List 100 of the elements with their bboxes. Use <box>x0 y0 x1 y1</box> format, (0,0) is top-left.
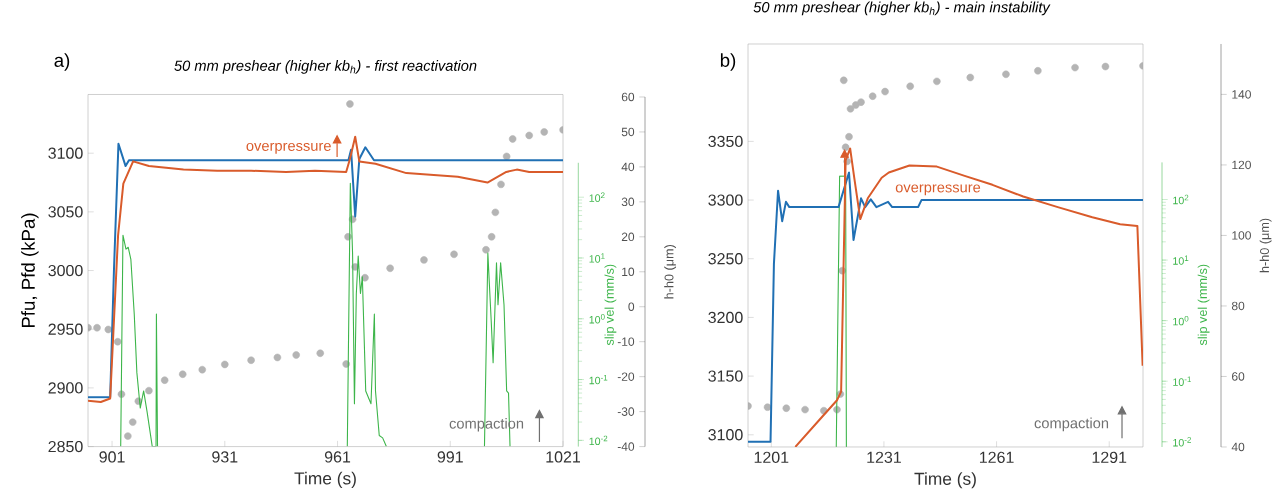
point <box>178 370 187 378</box>
point <box>316 349 324 357</box>
y3-tick-label: 40 <box>621 162 635 172</box>
y-tick-label: 3350 <box>708 135 743 148</box>
point <box>881 87 889 96</box>
point <box>502 152 511 161</box>
x-tick-label: 1231 <box>867 451 901 464</box>
x-tick-label: 1201 <box>754 451 789 464</box>
point <box>497 180 505 189</box>
y-axis-title: Pfu, Pfd (kPa) <box>21 213 39 328</box>
chart-title: 50 mm preshear (higher kb$_{h}$) - first reactivation <box>174 60 477 74</box>
annotation: overpressure <box>895 184 981 196</box>
y2-axis-title: slip vel (mm/s) <box>1197 264 1210 346</box>
x-tick-label: 1261 <box>979 451 1014 464</box>
y2-tick-label: 10$^{-1}$ <box>589 374 608 385</box>
point <box>491 208 500 217</box>
y-tick-label: 2850 <box>48 440 83 453</box>
y-tick-label: 3100 <box>48 147 83 159</box>
point <box>782 404 791 412</box>
y2-tick-label: 10$^{2}$ <box>1173 194 1189 205</box>
x-axis-title: Time (s) <box>914 472 976 489</box>
y3-tick-label: 40 <box>1231 442 1245 452</box>
y-tick-label: 2900 <box>48 382 83 394</box>
annotation: compaction <box>1034 417 1109 432</box>
text: b) <box>720 53 736 71</box>
x-tick-label: 1021 <box>546 451 581 463</box>
point <box>868 92 877 100</box>
y3-tick-label: -20 <box>617 372 635 381</box>
point <box>420 256 428 264</box>
x-tick-label: 931 <box>212 451 238 463</box>
y3-tick-label: -30 <box>617 407 635 416</box>
line-series <box>748 171 1143 443</box>
point <box>801 405 809 414</box>
x-tick-label: 961 <box>324 451 351 463</box>
point <box>841 143 850 152</box>
point <box>763 403 772 411</box>
text: a) <box>54 53 70 71</box>
y2-tick-label: 10$^{-1}$ <box>1173 376 1191 386</box>
y3-tick-label: 10 <box>622 267 635 277</box>
y2-tick-label: 10$^{-2}$ <box>589 435 608 446</box>
y3-tick-label: 80 <box>1231 301 1245 311</box>
y3-axis-title: h-h0 (μm) <box>1259 218 1272 273</box>
y2-tick-label: 10$^{-2}$ <box>1173 437 1191 447</box>
y2-tick-label: 10$^{1}$ <box>589 253 605 263</box>
y2-axis-title: slip vel (mm/s) <box>604 264 617 346</box>
x-tick-label: 991 <box>437 451 463 463</box>
y3-tick-label: 20 <box>621 232 635 242</box>
y3-axis-title: h-h0 (μm) <box>664 245 677 299</box>
point <box>840 76 848 85</box>
point <box>160 376 169 384</box>
point <box>857 98 865 106</box>
y3-tick-label: 60 <box>1232 372 1245 381</box>
point <box>540 128 548 136</box>
y-tick-label: 3050 <box>48 206 83 218</box>
point <box>525 131 533 140</box>
y2-tick-label: 10$^{0}$ <box>589 314 605 324</box>
x-tick-label: 901 <box>99 451 125 463</box>
point <box>1034 67 1042 75</box>
y-tick-label: 3000 <box>48 264 83 277</box>
point <box>966 73 975 82</box>
x-tick-label: 1291 <box>1092 451 1127 464</box>
point <box>221 360 229 369</box>
y3-tick-label: 140 <box>1232 90 1251 99</box>
point <box>129 418 137 426</box>
y-tick-label: 3200 <box>708 311 743 324</box>
point <box>273 353 282 362</box>
point <box>482 246 490 254</box>
point <box>113 337 122 346</box>
y3-tick-label: 120 <box>1232 160 1251 170</box>
point <box>845 132 853 141</box>
y3-tick-label: 100 <box>1232 231 1251 240</box>
point <box>292 351 300 359</box>
annotation: overpressure <box>246 142 331 154</box>
point <box>104 325 113 334</box>
point <box>145 386 153 395</box>
y3-tick-label: -40 <box>617 442 635 451</box>
y3-tick-label: 60 <box>621 92 635 102</box>
y-tick-label: 3100 <box>708 429 743 441</box>
point <box>450 250 458 259</box>
y3-tick-label: 30 <box>621 197 635 207</box>
y3-tick-label: 50 <box>621 127 635 137</box>
point <box>386 264 394 273</box>
y2-tick-label: 10$^{2}$ <box>589 192 605 202</box>
point <box>198 365 206 374</box>
y3-tick-label: 0 <box>628 302 635 311</box>
chart-title: 50 mm preshear (higher kb$_{h}$) - main instability <box>753 1 1051 16</box>
point <box>1071 63 1079 72</box>
point <box>247 356 255 364</box>
point <box>487 233 496 241</box>
point <box>508 135 517 143</box>
x-axis-title: Time (s) <box>294 471 356 488</box>
y-tick-label: 3250 <box>708 253 743 265</box>
y-tick-label: 3300 <box>708 194 743 206</box>
y-tick-label: 3150 <box>708 370 743 382</box>
point <box>1002 70 1010 79</box>
y3-tick-label: -10 <box>617 337 635 346</box>
point <box>933 77 941 86</box>
point <box>1101 62 1110 71</box>
point <box>906 82 914 91</box>
y2-tick-label: 10$^{0}$ <box>1173 315 1189 326</box>
